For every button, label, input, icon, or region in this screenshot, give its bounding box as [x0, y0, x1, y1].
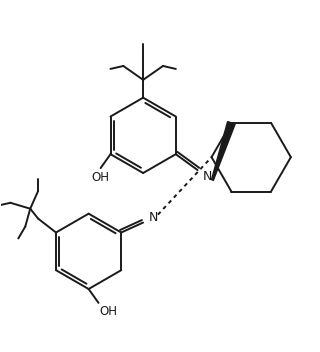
- Text: N: N: [148, 211, 158, 224]
- Text: N: N: [203, 170, 212, 183]
- Text: OH: OH: [92, 171, 110, 184]
- Text: OH: OH: [100, 305, 117, 318]
- Polygon shape: [212, 121, 235, 180]
